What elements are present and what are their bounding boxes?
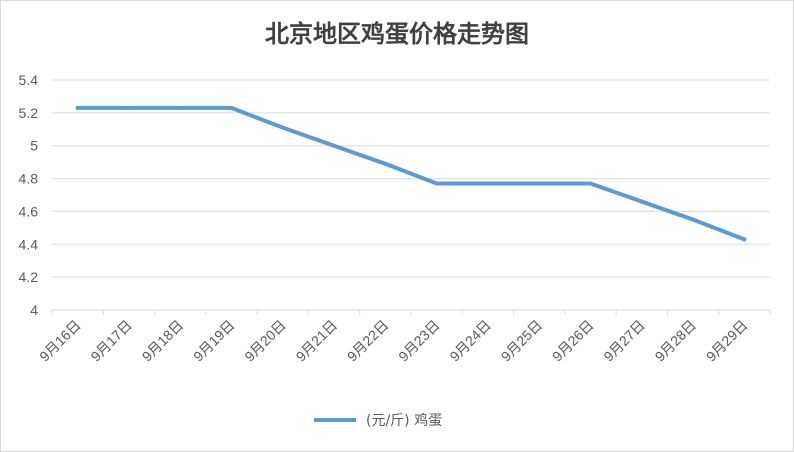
chart-title: 北京地区鸡蛋价格走势图 — [265, 19, 529, 48]
x-tick-label: 9月20日 — [241, 317, 289, 365]
data-point — [178, 105, 183, 110]
x-tick-label: 9月17日 — [87, 317, 135, 365]
data-point — [639, 199, 644, 204]
legend-label: (元/斤) 鸡蛋 — [366, 413, 443, 429]
data-point — [485, 181, 490, 186]
series-layer — [75, 105, 747, 242]
x-tick-label: 9月27日 — [600, 317, 648, 365]
data-point — [588, 181, 593, 186]
grid-lines — [51, 79, 771, 315]
x-tick-label: 9月22日 — [344, 317, 392, 365]
x-tick-label: 9月24日 — [446, 317, 494, 365]
series-line — [75, 105, 747, 242]
data-point — [742, 237, 747, 242]
y-tick-labels: 4 4.2 4.4 4.6 4.8 5 5.2 5.4 — [19, 72, 39, 318]
y-tick-label: 4 — [30, 302, 38, 318]
x-tick-label: 9月25日 — [498, 317, 546, 365]
y-tick-label: 4.4 — [19, 236, 39, 252]
data-point — [280, 125, 285, 130]
legend-swatch — [314, 418, 356, 422]
legend: (元/斤) 鸡蛋 — [314, 410, 442, 430]
data-point — [75, 105, 80, 110]
x-tick-label: 9月19日 — [190, 317, 238, 365]
data-point — [229, 105, 234, 110]
y-tick-label: 5 — [30, 138, 38, 154]
data-point — [383, 161, 388, 166]
data-point — [691, 217, 696, 222]
x-tick-label: 9月23日 — [395, 317, 443, 365]
y-tick-label: 4.8 — [19, 171, 39, 187]
x-tick-label: 9月21日 — [293, 317, 341, 365]
x-tick-label: 9月16日 — [36, 317, 84, 365]
y-tick-label: 5.4 — [19, 72, 39, 88]
data-point — [332, 143, 337, 148]
y-tick-label: 4.6 — [19, 203, 39, 219]
y-tick-label: 5.2 — [19, 105, 39, 121]
data-point — [537, 181, 542, 186]
x-tick-labels: 9月16日 9月17日 9月18日 9月19日 9月20日 9月21日 9月22日 9月23日… — [36, 317, 750, 365]
x-tick-label: 9月29日 — [703, 317, 751, 365]
data-point — [434, 181, 439, 186]
x-tick-label: 9月18日 — [139, 317, 187, 365]
y-tick-label: 4.2 — [19, 269, 39, 285]
x-tick-label: 9月28日 — [652, 317, 700, 365]
x-tick-label: 9月26日 — [549, 317, 597, 365]
data-point — [126, 105, 131, 110]
